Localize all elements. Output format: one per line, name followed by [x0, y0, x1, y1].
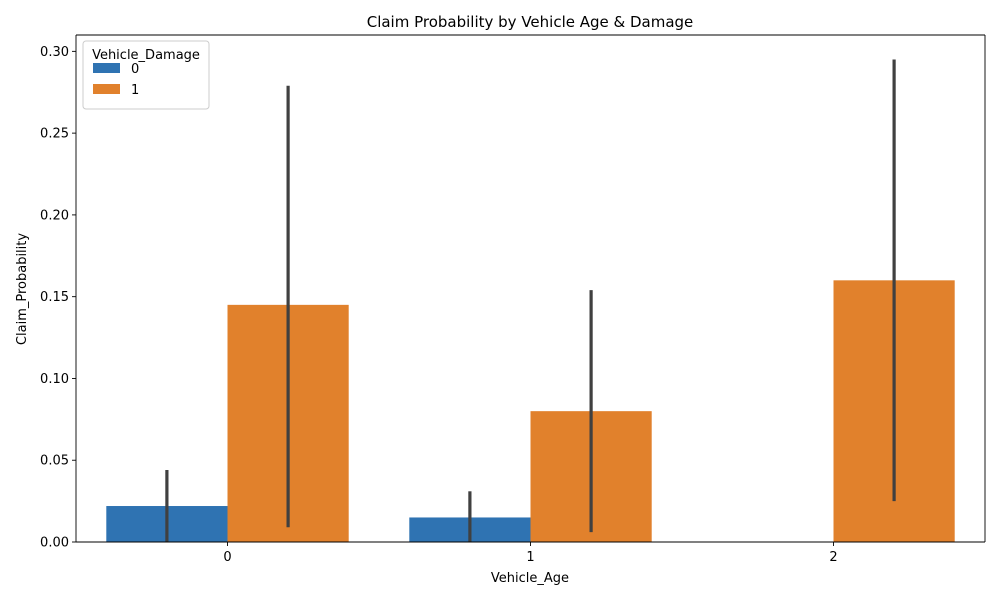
legend-swatch-1	[93, 84, 120, 94]
y-tick-label: 0.15	[40, 290, 69, 305]
x-tick-label: 2	[829, 550, 837, 565]
y-axis-title: Claim_Probability	[15, 233, 30, 345]
plot-area: 0.00 0.05 0.10 0.15 0.20 0.25 0.30 0 1 2	[40, 34, 986, 565]
y-tick-label: 0.25	[40, 127, 69, 142]
legend-label-1: 1	[131, 83, 139, 98]
y-tick-label: 0.30	[40, 45, 69, 60]
legend-label-0: 0	[131, 62, 139, 77]
chart-title: Claim Probability by Vehicle Age & Damag…	[367, 13, 694, 31]
x-tick-label: 1	[526, 550, 534, 565]
y-tick-label: 0.10	[40, 372, 69, 387]
legend-title: Vehicle_Damage	[92, 48, 200, 63]
x-tick-label: 0	[223, 550, 231, 565]
legend-swatch-0	[93, 63, 120, 73]
legend: Vehicle_Damage 0 1	[82, 40, 210, 110]
y-tick-label: 0.00	[40, 536, 69, 551]
x-axis-title: Vehicle_Age	[491, 571, 569, 586]
y-tick-label: 0.05	[40, 454, 69, 469]
y-tick-label: 0.20	[40, 208, 69, 223]
